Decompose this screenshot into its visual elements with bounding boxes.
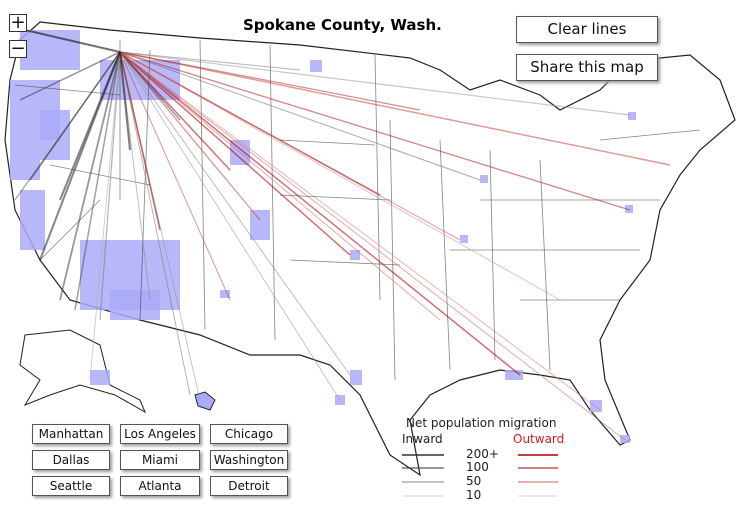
shaded-county <box>220 290 230 298</box>
migration-line <box>119 51 631 211</box>
legend-outward: Outward <box>513 432 565 446</box>
migration-line <box>99 51 121 321</box>
migration-line <box>119 51 351 376</box>
shaded-county <box>310 60 322 72</box>
migration-line <box>119 51 671 166</box>
city-button[interactable]: Washington <box>210 450 288 470</box>
shaded-county <box>110 290 160 320</box>
state-border <box>199 39 206 331</box>
state-border <box>599 129 701 141</box>
migration-line <box>119 51 481 181</box>
migration-line <box>119 51 521 376</box>
migration-line <box>119 51 181 121</box>
shaded-county <box>40 110 70 160</box>
shaded-county <box>460 235 468 243</box>
migration-line <box>119 51 561 301</box>
legend-level: 10 <box>466 488 482 502</box>
migration-line <box>119 51 231 301</box>
land <box>4 21 736 477</box>
city-button[interactable]: Miami <box>120 450 200 470</box>
migration-line <box>119 51 461 241</box>
shaded-county <box>628 112 636 120</box>
city-button[interactable]: Dallas <box>32 450 110 470</box>
migration-line <box>119 51 301 71</box>
hawaii <box>194 391 216 411</box>
shaded-county <box>90 370 110 385</box>
legend-inward: Inward <box>402 432 443 446</box>
migration-line <box>119 51 601 411</box>
migration-line <box>119 51 341 401</box>
legend-level: 200+ <box>466 447 499 461</box>
shaded-county <box>625 205 633 213</box>
shaded-county <box>480 175 488 183</box>
migration-line <box>119 51 351 256</box>
migration-line <box>119 51 261 221</box>
zoom-in[interactable]: + <box>9 12 27 33</box>
state-border <box>439 139 451 371</box>
state-border <box>269 44 276 341</box>
state-border <box>389 119 396 381</box>
map-title: Spokane County, Wash. <box>243 16 442 34</box>
migration-lines <box>14 29 671 441</box>
legend-level: 100 <box>466 460 489 474</box>
migration-line <box>74 51 121 311</box>
migration-line <box>29 51 121 181</box>
city-button[interactable]: Los Angeles <box>120 424 200 444</box>
migration-line <box>119 51 131 151</box>
legend-lines <box>402 454 558 497</box>
migration-line <box>119 51 626 441</box>
zoom-out[interactable]: − <box>9 38 27 59</box>
state-border <box>489 149 496 361</box>
migration-line <box>24 29 121 53</box>
shaded-county <box>590 400 602 412</box>
migration-line <box>119 51 631 116</box>
migration-line <box>59 51 121 301</box>
shaded-county <box>20 190 45 250</box>
city-button[interactable]: Atlanta <box>120 476 200 496</box>
legend-title: Net population migration <box>406 416 557 430</box>
state-border <box>39 199 101 261</box>
legend-level: 50 <box>466 474 482 488</box>
state-border <box>279 139 376 146</box>
migration-line <box>119 51 191 396</box>
state-border <box>374 54 381 301</box>
migration-line <box>59 51 121 201</box>
migration-line <box>119 51 421 111</box>
shaded-county <box>350 250 360 260</box>
migration-line <box>89 51 121 381</box>
shaded-county <box>505 370 523 380</box>
state-border <box>49 164 151 186</box>
shaded-county <box>250 210 270 240</box>
migration-line <box>119 51 161 231</box>
city-button[interactable]: Seattle <box>32 476 110 496</box>
clear-lines-button[interactable]: Clear lines <box>516 16 658 43</box>
shaded-county <box>350 370 362 385</box>
shaded-county <box>10 140 40 180</box>
migration-line <box>19 51 121 101</box>
city-button[interactable]: Manhattan <box>32 424 110 444</box>
city-button[interactable]: Detroit <box>210 476 288 496</box>
state-border <box>139 49 151 321</box>
city-button[interactable]: Chicago <box>210 424 288 444</box>
shaded-county <box>620 435 630 443</box>
alaska <box>19 329 147 414</box>
migration-line <box>119 51 441 321</box>
share-button[interactable]: Share this map <box>516 54 658 81</box>
state-border <box>539 159 551 371</box>
